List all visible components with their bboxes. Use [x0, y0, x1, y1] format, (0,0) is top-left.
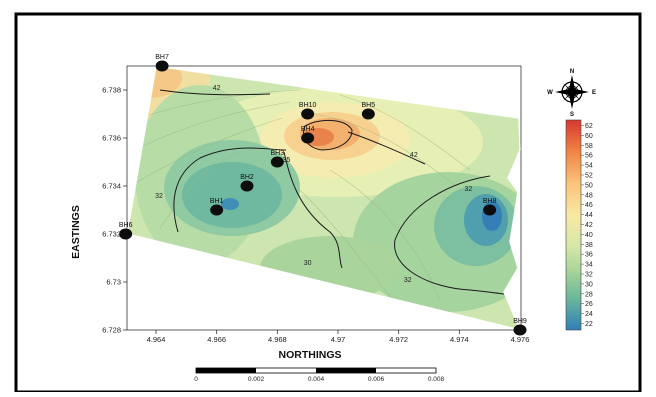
borehole-label: BH9 [513, 318, 527, 325]
legend-color-ramp [565, 119, 582, 331]
x-tick-label: 4.964 [147, 335, 166, 344]
borehole-marker: BH7 [155, 54, 169, 72]
contour-label: 32 [465, 186, 473, 193]
x-tick-label: 4.97 [331, 335, 346, 344]
borehole-dot [240, 180, 254, 192]
borehole-dot [513, 324, 527, 336]
borehole-marker: BH5 [361, 102, 376, 120]
compass-east-label: E [592, 90, 596, 96]
borehole-marker: BH9 [513, 318, 527, 336]
legend-value-label: 22 [585, 321, 593, 328]
borehole-label: BH1 [210, 198, 224, 205]
compass-south-label: S [570, 112, 574, 118]
legend-value-label: 34 [585, 262, 593, 269]
x-tick-label: 4.966 [207, 335, 226, 344]
scale-bar-label: 0.004 [308, 376, 325, 383]
borehole-label: BH4 [301, 126, 315, 133]
legend-value-label: 28 [585, 291, 593, 298]
legend-value-label: 40 [585, 232, 593, 239]
y-axis-title: EASTINGS [70, 205, 82, 259]
legend-value-label: 52 [585, 173, 593, 180]
borehole-label: BH3 [271, 150, 285, 157]
contour-line-32-west [173, 147, 287, 233]
borehole-label: BH7 [155, 54, 169, 61]
borehole-label: BH10 [299, 102, 317, 109]
borehole-marker: BH6 [119, 222, 133, 240]
y-tick-label: 6.734 [102, 182, 121, 191]
borehole-dot [361, 108, 375, 120]
y-axis-ticks: 6.728 6.73 6.732 6.734 6.736 6.738 [102, 86, 127, 335]
x-tick-label: 4.976 [511, 335, 530, 344]
legend-value-label: 32 [585, 272, 593, 279]
legend-value-label: 30 [585, 281, 593, 288]
borehole-marker: BH4 [301, 126, 315, 144]
legend-value-label: 46 [585, 202, 593, 209]
contour-line-42-east [347, 131, 426, 165]
y-tick-label: 6.736 [102, 134, 121, 143]
contour-line-30 [283, 151, 343, 269]
borehole-dot [119, 228, 133, 240]
borehole-marker: BH8 [483, 198, 497, 216]
x-axis-title: NORTHINGS [279, 349, 342, 361]
borehole-dot [301, 132, 315, 144]
contour-label: 30 [304, 260, 312, 267]
borehole-dot [210, 204, 224, 216]
borehole-label: BH8 [483, 198, 497, 205]
legend-value-label: 50 [585, 182, 593, 189]
legend-value-label: 60 [585, 133, 593, 140]
legend-value-label: 44 [585, 212, 593, 219]
y-tick-label: 6.73 [106, 278, 121, 287]
borehole-dot [270, 156, 284, 168]
x-tick-label: 4.972 [389, 335, 408, 344]
borehole-marker: BH1 [210, 198, 224, 216]
contour-line-32-east [394, 175, 516, 297]
contour-label: 42 [213, 85, 221, 92]
compass-north-label: N [570, 69, 574, 75]
y-tick-label: 6.732 [102, 230, 121, 239]
contour-label: 42 [410, 152, 418, 159]
borehole-markers: BH7 BH10 BH5 BH4 BH3 BH2 BH1 BH6 BH8 BH9 [119, 54, 527, 336]
borehole-marker: BH10 [299, 102, 317, 120]
legend-value-label: 62 [585, 123, 593, 130]
legend-value-label: 58 [585, 143, 593, 150]
contour-label: 32 [404, 277, 412, 284]
scale-bar-label: 0 [194, 376, 198, 383]
borehole-label: BH5 [362, 102, 376, 109]
borehole-dot [301, 108, 315, 120]
contour-label: 32 [155, 193, 163, 200]
x-tick-label: 4.968 [268, 335, 287, 344]
x-tick-label: 4.974 [450, 335, 469, 344]
borehole-marker: BH2 [240, 174, 254, 192]
borehole-label: BH6 [119, 222, 133, 229]
scale-bar: 0 0.002 0.004 0.006 0.008 [194, 367, 445, 383]
borehole-dot [483, 204, 497, 216]
legend-value-label: 24 [585, 311, 593, 318]
x-axis-ticks: 4.964 4.966 4.968 4.97 4.972 4.974 4.976 [147, 330, 530, 344]
contour-label: 35 [283, 157, 291, 164]
legend-value-label: 42 [585, 222, 593, 229]
legend-value-label: 56 [585, 153, 593, 160]
scale-bar-label: 0.006 [368, 376, 385, 383]
color-legend: 62 60 58 56 54 52 50 48 46 44 42 40 38 36 34 32 30 28 26 24… [565, 119, 593, 331]
legend-value-label: 26 [585, 301, 593, 308]
compass-west-label: W [547, 90, 553, 96]
y-tick-label: 6.728 [102, 326, 121, 335]
borehole-dot [155, 60, 169, 72]
survey-boundary [126, 65, 522, 332]
contour-line-42-north [159, 89, 271, 96]
y-tick-label: 6.738 [102, 86, 121, 95]
legend-value-label: 36 [585, 252, 593, 259]
scale-bar-label: 0.002 [248, 376, 265, 383]
legend-value-label: 54 [585, 163, 593, 170]
legend-value-label: 38 [585, 242, 593, 249]
contour-labels: 42 42 32 32 30 32 35 [155, 85, 472, 284]
borehole-label: BH2 [240, 174, 254, 181]
legend-value-label: 48 [585, 192, 593, 199]
borehole-marker: BH3 [270, 150, 285, 168]
scale-bar-label: 0.008 [428, 376, 445, 383]
compass-rose-icon: N S E W [547, 69, 596, 118]
